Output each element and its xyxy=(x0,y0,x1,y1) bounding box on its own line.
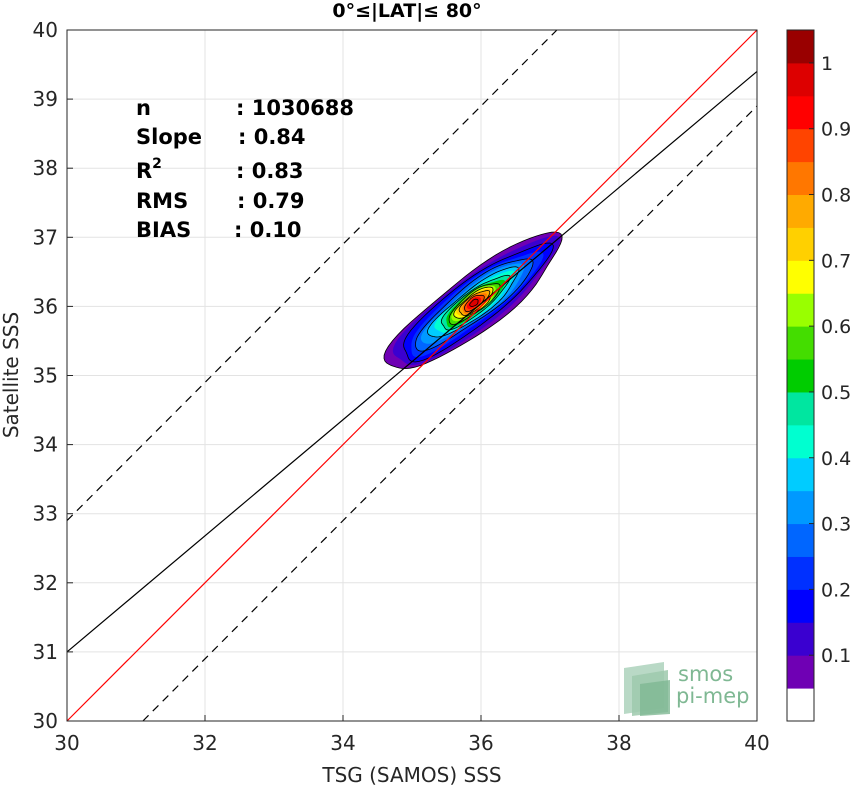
y-tick-label: 36 xyxy=(33,294,58,318)
colorbar-swatch xyxy=(787,490,814,525)
stat-label: n xyxy=(136,96,151,120)
density-contours xyxy=(383,231,563,370)
y-tick-label: 37 xyxy=(33,225,58,249)
colorbar-swatch xyxy=(787,589,814,623)
watermark-logo: smos pi-mep xyxy=(624,662,749,716)
lower-offset-line xyxy=(142,105,758,722)
x-tick-label: 30 xyxy=(54,731,79,755)
colorbar-swatch xyxy=(787,359,814,393)
y-tick-label: 39 xyxy=(33,87,58,111)
stat-value: : 0.10 xyxy=(234,218,302,242)
stat-value: : 0.79 xyxy=(237,189,305,213)
watermark-line2: pi-mep xyxy=(676,684,749,708)
y-tick-label: 34 xyxy=(33,433,58,457)
colorbar-swatch xyxy=(787,194,814,228)
x-axis-label: TSG (SAMOS) SSS xyxy=(321,763,501,787)
upper-offset-line xyxy=(66,29,558,522)
colorbar-frame xyxy=(786,29,815,722)
x-tick-label: 32 xyxy=(192,731,217,755)
colorbar-swatch xyxy=(787,391,814,426)
y-tick-label: 30 xyxy=(33,709,58,733)
y-tick-label: 40 xyxy=(33,18,58,42)
colorbar-swatch xyxy=(787,62,814,97)
smos-logo-icon xyxy=(624,662,670,716)
y-axis-label: Satellite SSS xyxy=(0,312,23,438)
axis-ticks: 30 32 34 36 38 40 30 31 32 33 34 35 36 37 38 39 40 xyxy=(33,18,770,755)
chart-title: 0°≤|LAT|≤ 80° xyxy=(332,0,481,22)
y-tick-label: 31 xyxy=(33,640,58,664)
y-tick-label: 38 xyxy=(33,156,58,180)
fit-line xyxy=(66,71,758,653)
colorbar-tick-label: 1 xyxy=(821,53,833,75)
colorbar-swatch xyxy=(787,95,814,130)
one-to-one-line xyxy=(66,29,758,722)
colorbar-tick-label: 0.2 xyxy=(821,579,851,601)
stat-superscript: 2 xyxy=(152,156,162,172)
y-tick-label: 32 xyxy=(33,571,58,595)
stat-value: : 0.83 xyxy=(236,159,304,183)
colorbar-swatch xyxy=(787,227,814,261)
x-tick-label: 38 xyxy=(606,731,631,755)
colorbar-swatch xyxy=(787,161,814,196)
colorbar-swatch xyxy=(787,326,814,360)
colorbar-tick-label: 0.7 xyxy=(821,250,851,272)
y-tick-label: 35 xyxy=(33,364,58,388)
colorbar-swatch xyxy=(787,556,814,590)
colorbar-swatch xyxy=(787,457,814,492)
stat-label: Slope xyxy=(136,125,202,149)
colorbar-swatch xyxy=(787,260,814,294)
x-tick-label: 40 xyxy=(744,731,769,755)
colorbar-swatch xyxy=(787,30,814,64)
colorbar-tick-label: 0.3 xyxy=(821,514,851,536)
colorbar-swatch xyxy=(787,293,814,327)
colorbar-swatch xyxy=(787,688,814,722)
colorbar-swatch xyxy=(787,622,814,656)
x-tick-label: 36 xyxy=(468,731,493,755)
reference-lines xyxy=(66,29,758,722)
colorbar-tick-label: 0.4 xyxy=(821,448,851,470)
colorbar-swatch xyxy=(787,424,814,459)
watermark-line1: smos xyxy=(678,662,733,686)
colorbar-tick-label: 0.6 xyxy=(821,316,851,338)
stat-value: : 0.84 xyxy=(238,125,306,149)
stats-box: n : 1030688 Slope : 0.84 R2 : 0.83 RMS : 0.79 BI… xyxy=(136,96,354,242)
colorbar-tick-label: 0.8 xyxy=(821,185,851,207)
colorbar-tick-label: 0.9 xyxy=(821,119,851,141)
colorbar-swatch xyxy=(787,523,814,557)
density-contour-0.95 xyxy=(469,298,479,308)
x-tick-label: 34 xyxy=(330,731,355,755)
colorbar-swatch xyxy=(787,655,814,689)
colorbar-swatch xyxy=(787,128,814,163)
colorbar-tick-label: 0.1 xyxy=(821,645,851,667)
colorbar-tick-label: 0.5 xyxy=(821,382,851,404)
colorbar: 0.1 0.2 0.3 0.4 0.5 0.6 0.7 0.8 0.9 1 xyxy=(786,29,851,722)
stat-label: RMS xyxy=(136,189,188,213)
y-tick-label: 33 xyxy=(33,502,58,526)
stat-label: BIAS xyxy=(136,218,191,242)
stat-label: R2 xyxy=(136,156,162,183)
stat-value: : 1030688 xyxy=(236,96,354,120)
